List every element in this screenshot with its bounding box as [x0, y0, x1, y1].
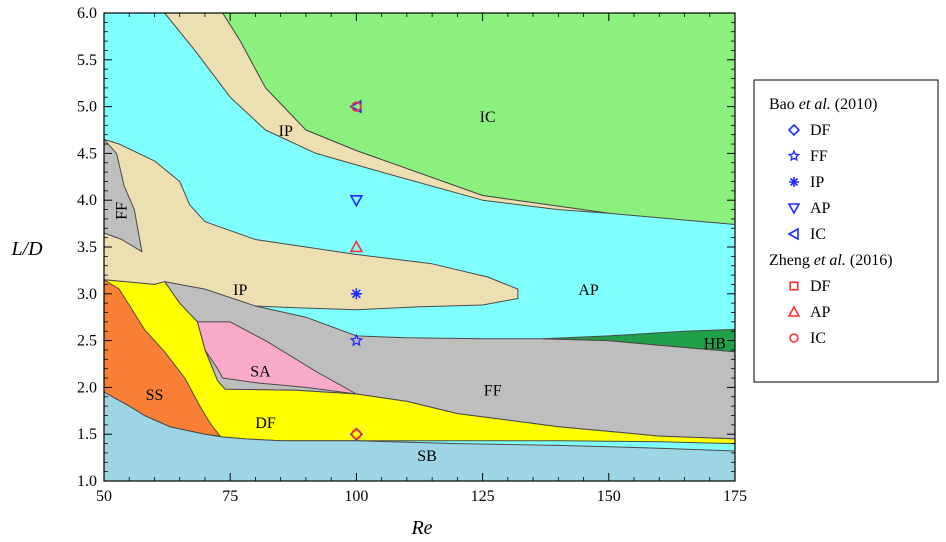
region-label-ip: IP: [279, 123, 293, 140]
y-tick-label: 2.0: [77, 379, 97, 396]
x-axis-title: Re: [410, 517, 432, 539]
region-label-hb: HB: [704, 335, 726, 352]
legend-item-label: DF: [810, 278, 831, 295]
x-tick-label: 150: [597, 488, 621, 505]
region-sb-9: [103, 391, 736, 482]
legend-year: (2016): [846, 252, 893, 269]
x-tick-label: 50: [96, 488, 112, 505]
region-labels: IC IP IP FF FF HB SA DF SS SB AP: [114, 109, 726, 465]
plot-area: [103, 12, 736, 482]
region-label-ff: FF: [484, 382, 502, 399]
legend-group-title: Zheng et al. (2016): [769, 252, 893, 269]
region-label-df: DF: [255, 415, 276, 432]
legend-year: (2010): [831, 96, 878, 113]
region-label-sb: SB: [417, 448, 437, 465]
triangle-left-marker: [787, 227, 799, 241]
region-ip-1: [133, 12, 610, 214]
region-label-ap: AP: [578, 282, 599, 299]
y-tick-label: 1.0: [77, 473, 97, 490]
legend-group-title: Bao et al. (2010): [769, 96, 877, 113]
y-tick-label: 4.5: [77, 145, 97, 162]
legend-item-label: DF: [810, 122, 831, 139]
y-tick-label: 6.0: [77, 5, 97, 22]
star-marker: [349, 333, 364, 347]
asterisk-marker: [789, 177, 799, 187]
y-tick-label: 4.0: [77, 192, 97, 209]
legend-item-label: FF: [810, 148, 828, 165]
legend-author: Zheng: [769, 252, 814, 269]
region-ff-3: [103, 138, 143, 253]
region-label-ic: IC: [480, 109, 496, 126]
x-tick-label: 75: [222, 488, 238, 505]
legend-author: Bao: [769, 96, 799, 113]
y-tick-label: 5.0: [77, 99, 97, 116]
legend-item-label: IC: [810, 330, 826, 347]
asterisk-marker: [350, 288, 362, 300]
y-tick-label: 3.5: [77, 239, 97, 256]
legend-item-label: AP: [810, 200, 831, 217]
region-label-sa: SA: [250, 364, 271, 381]
region-label-ss: SS: [146, 387, 164, 404]
legend-item-label: AP: [810, 304, 831, 321]
star-marker: [787, 149, 801, 162]
y-axis-title: L/D: [10, 238, 43, 260]
y-tick-label: 3.0: [77, 286, 97, 303]
x-tick-label: 100: [344, 488, 368, 505]
x-tick-label: 175: [723, 488, 747, 505]
legend-etal: et al.: [799, 96, 831, 113]
triangle-up-marker: [787, 305, 801, 317]
legend-box: [753, 79, 939, 383]
circle-marker: [789, 333, 799, 343]
triangle-up-marker: [349, 239, 364, 253]
region-label-ff: FF: [114, 202, 131, 220]
y-tick-label: 1.5: [77, 426, 97, 443]
circle-marker: [351, 429, 362, 440]
region-label-ip: IP: [233, 282, 247, 299]
legend-item-label: IP: [810, 174, 824, 191]
x-tick-label: 125: [471, 488, 495, 505]
y-tick-label: 2.5: [77, 333, 97, 350]
diamond-marker: [787, 123, 801, 137]
axes: 50 75 100 125 150 175 1.0 1.5 2.0 2.5 3.0 3.5 4.0 4.5…: [77, 5, 747, 505]
triangle-down-marker: [349, 195, 364, 208]
data-markers: [349, 99, 364, 441]
circle-marker: [351, 101, 362, 112]
square-marker: [789, 281, 799, 291]
y-tick-label: 5.5: [77, 52, 97, 69]
legend-etal: et al.: [814, 252, 846, 269]
triangle-down-marker: [787, 203, 801, 215]
legend-item-label: IC: [810, 226, 826, 243]
